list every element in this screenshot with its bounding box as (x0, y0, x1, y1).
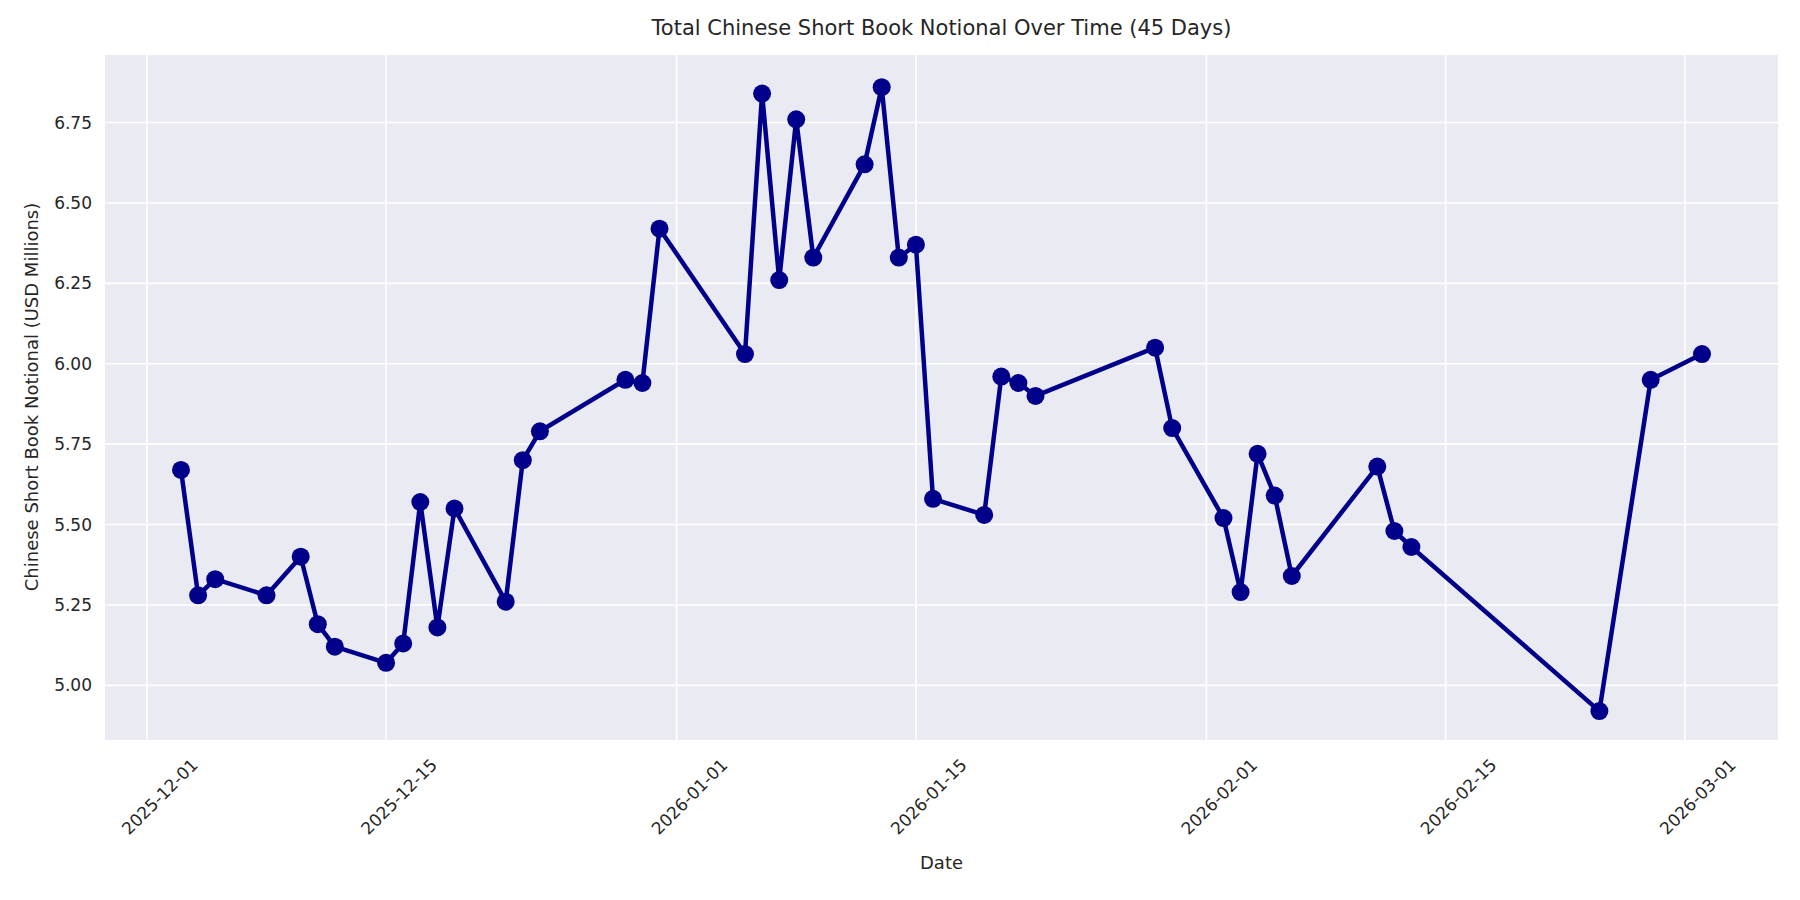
data-point (531, 422, 549, 440)
data-point (326, 638, 344, 656)
x-tick-label: 2026-02-01 (1177, 755, 1261, 839)
data-point (1163, 419, 1181, 437)
data-point (616, 371, 634, 389)
data-point (497, 593, 515, 611)
data-point (1027, 387, 1045, 405)
data-point (1385, 522, 1403, 540)
data-point (1249, 445, 1267, 463)
x-tick-label: 2025-12-15 (357, 755, 441, 839)
data-point (1232, 583, 1250, 601)
data-point (1215, 509, 1233, 527)
data-point (804, 249, 822, 267)
y-tick-label: 6.50 (54, 193, 92, 213)
data-point (1590, 702, 1608, 720)
x-tick-label: 2025-12-01 (118, 755, 202, 839)
y-tick-label: 6.00 (54, 354, 92, 374)
data-point (907, 236, 925, 254)
data-point (1146, 339, 1164, 357)
x-tick-label: 2026-01-01 (647, 755, 731, 839)
y-tick-label: 6.75 (54, 113, 92, 133)
data-point (975, 506, 993, 524)
data-point (856, 155, 874, 173)
line-chart-plot: 5.00 5.25 5.50 5.75 6.00 6.25 6.50 6.75 2025-12-… (0, 0, 1800, 900)
x-tick-label: 2026-03-01 (1656, 755, 1740, 839)
data-point (633, 374, 651, 392)
data-point (736, 345, 754, 363)
data-point (377, 654, 395, 672)
data-point (1368, 458, 1386, 476)
data-point (189, 586, 207, 604)
data-point (394, 635, 412, 653)
data-point (651, 220, 669, 238)
chart-figure: Total Chinese Short Book Notional Over T… (0, 0, 1800, 900)
data-point (753, 85, 771, 103)
data-point (411, 493, 429, 511)
data-point (514, 451, 532, 469)
data-point (924, 490, 942, 508)
data-point (873, 78, 891, 96)
data-point (1283, 567, 1301, 585)
y-tick-label: 5.25 (54, 595, 92, 615)
data-point (787, 110, 805, 128)
data-point (258, 586, 276, 604)
y-tick-label: 6.25 (54, 273, 92, 293)
data-point (992, 368, 1010, 386)
data-point (446, 500, 464, 518)
data-point (1642, 371, 1660, 389)
data-point (1693, 345, 1711, 363)
data-point (309, 615, 327, 633)
data-point (172, 461, 190, 479)
data-point (1266, 487, 1284, 505)
x-tick-label: 2026-02-15 (1416, 755, 1500, 839)
data-point (1009, 374, 1027, 392)
x-tick-label: 2026-01-15 (887, 755, 971, 839)
data-point (770, 271, 788, 289)
y-tick-label: 5.00 (54, 675, 92, 695)
y-tick-label: 5.75 (54, 434, 92, 454)
plot-area (105, 55, 1778, 740)
y-tick-label: 5.50 (54, 515, 92, 535)
data-point (206, 570, 224, 588)
data-point (1402, 538, 1420, 556)
data-point (428, 618, 446, 636)
data-point (890, 249, 908, 267)
data-point (292, 548, 310, 566)
